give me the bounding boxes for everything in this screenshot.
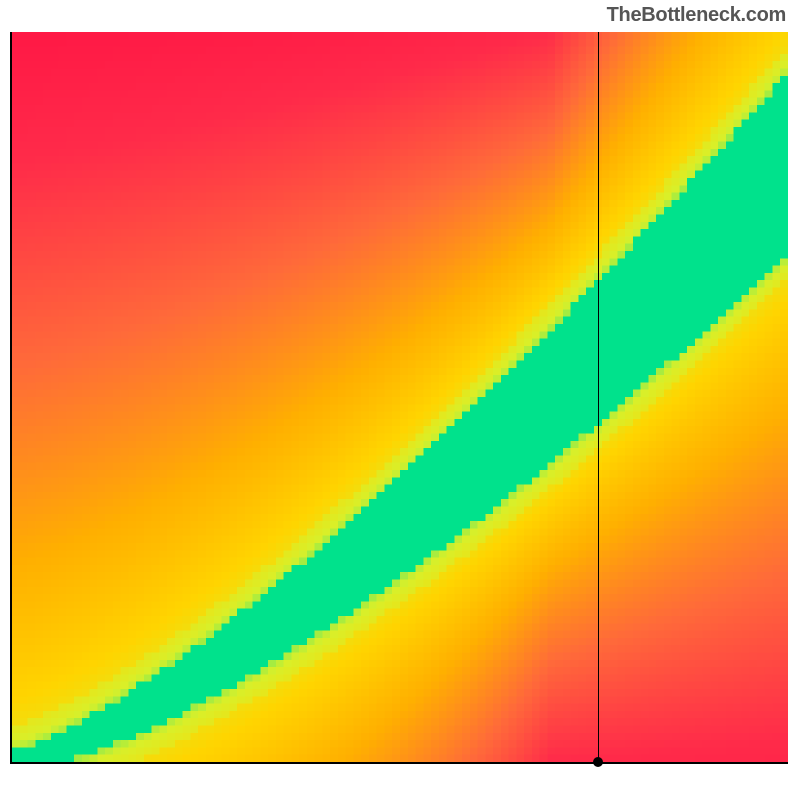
y-axis-line [10,32,12,764]
bottleneck-heatmap [12,32,788,762]
attribution-text: TheBottleneck.com [607,4,786,27]
x-axis-line [12,762,788,764]
plot-area [12,32,788,788]
marker-dot [593,757,603,767]
marker-vertical-line [598,32,599,762]
